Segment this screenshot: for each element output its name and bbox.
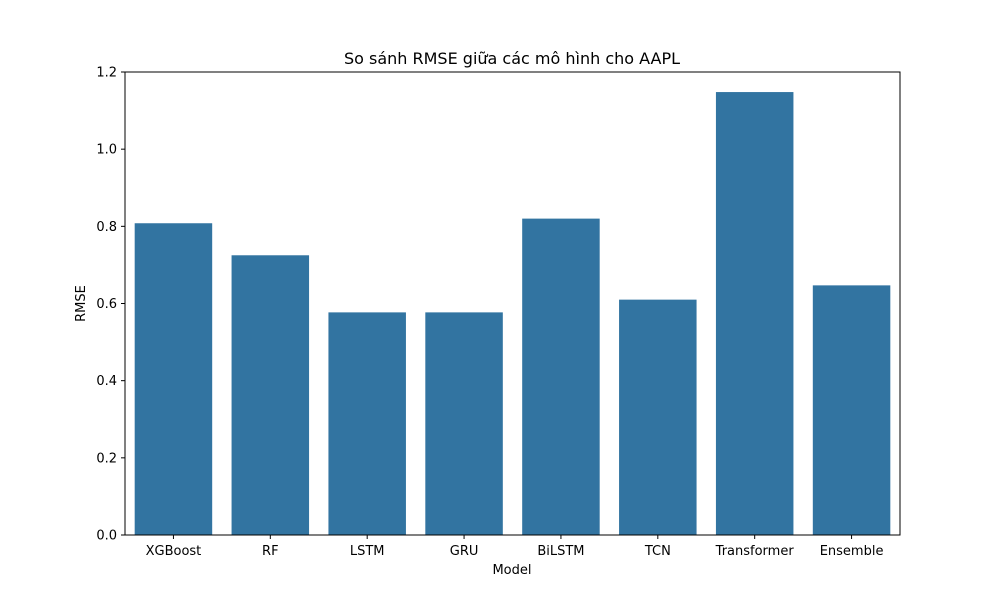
chart-title: So sánh RMSE giữa các mô hình cho AAPL bbox=[344, 49, 680, 68]
y-tick-label: 1.2 bbox=[96, 66, 117, 81]
x-tick-label: BiLSTM bbox=[537, 544, 584, 559]
x-axis: XGBoost RF LSTM GRU BiLSTM TCN Transformer Ense… bbox=[146, 535, 884, 559]
x-tick-label: Ensemble bbox=[820, 544, 884, 559]
bar-transformer bbox=[715, 92, 794, 536]
bar-rf bbox=[231, 255, 310, 536]
x-tick-label: XGBoost bbox=[146, 544, 202, 559]
x-tick-label: Transformer bbox=[715, 544, 795, 559]
x-tick-label: RF bbox=[262, 544, 279, 559]
plot-frame bbox=[124, 71, 901, 536]
y-axis-label: RMSE bbox=[74, 285, 89, 322]
bar-bilstm bbox=[522, 218, 600, 535]
y-tick-label: 0.2 bbox=[96, 451, 117, 466]
y-tick-label: 0.0 bbox=[96, 529, 117, 544]
y-tick-label: 0.4 bbox=[96, 374, 117, 389]
x-tick-label: GRU bbox=[450, 544, 479, 559]
bar-gru bbox=[425, 312, 503, 535]
x-tick-label: LSTM bbox=[350, 544, 385, 559]
x-axis-label: Model bbox=[492, 563, 531, 578]
bar-xgboost bbox=[134, 223, 213, 535]
x-tick-label: TCN bbox=[644, 544, 671, 559]
y-axis: 0.0 0.2 0.4 0.6 0.8 1.0 1.2 bbox=[96, 66, 125, 544]
bar-tcn bbox=[619, 299, 697, 535]
bars-group bbox=[134, 92, 891, 536]
bar-ensemble bbox=[812, 285, 891, 535]
bar-lstm bbox=[328, 312, 406, 535]
y-tick-label: 0.6 bbox=[96, 297, 117, 312]
y-tick-label: 1.0 bbox=[96, 143, 117, 158]
y-tick-label: 0.8 bbox=[96, 220, 117, 235]
